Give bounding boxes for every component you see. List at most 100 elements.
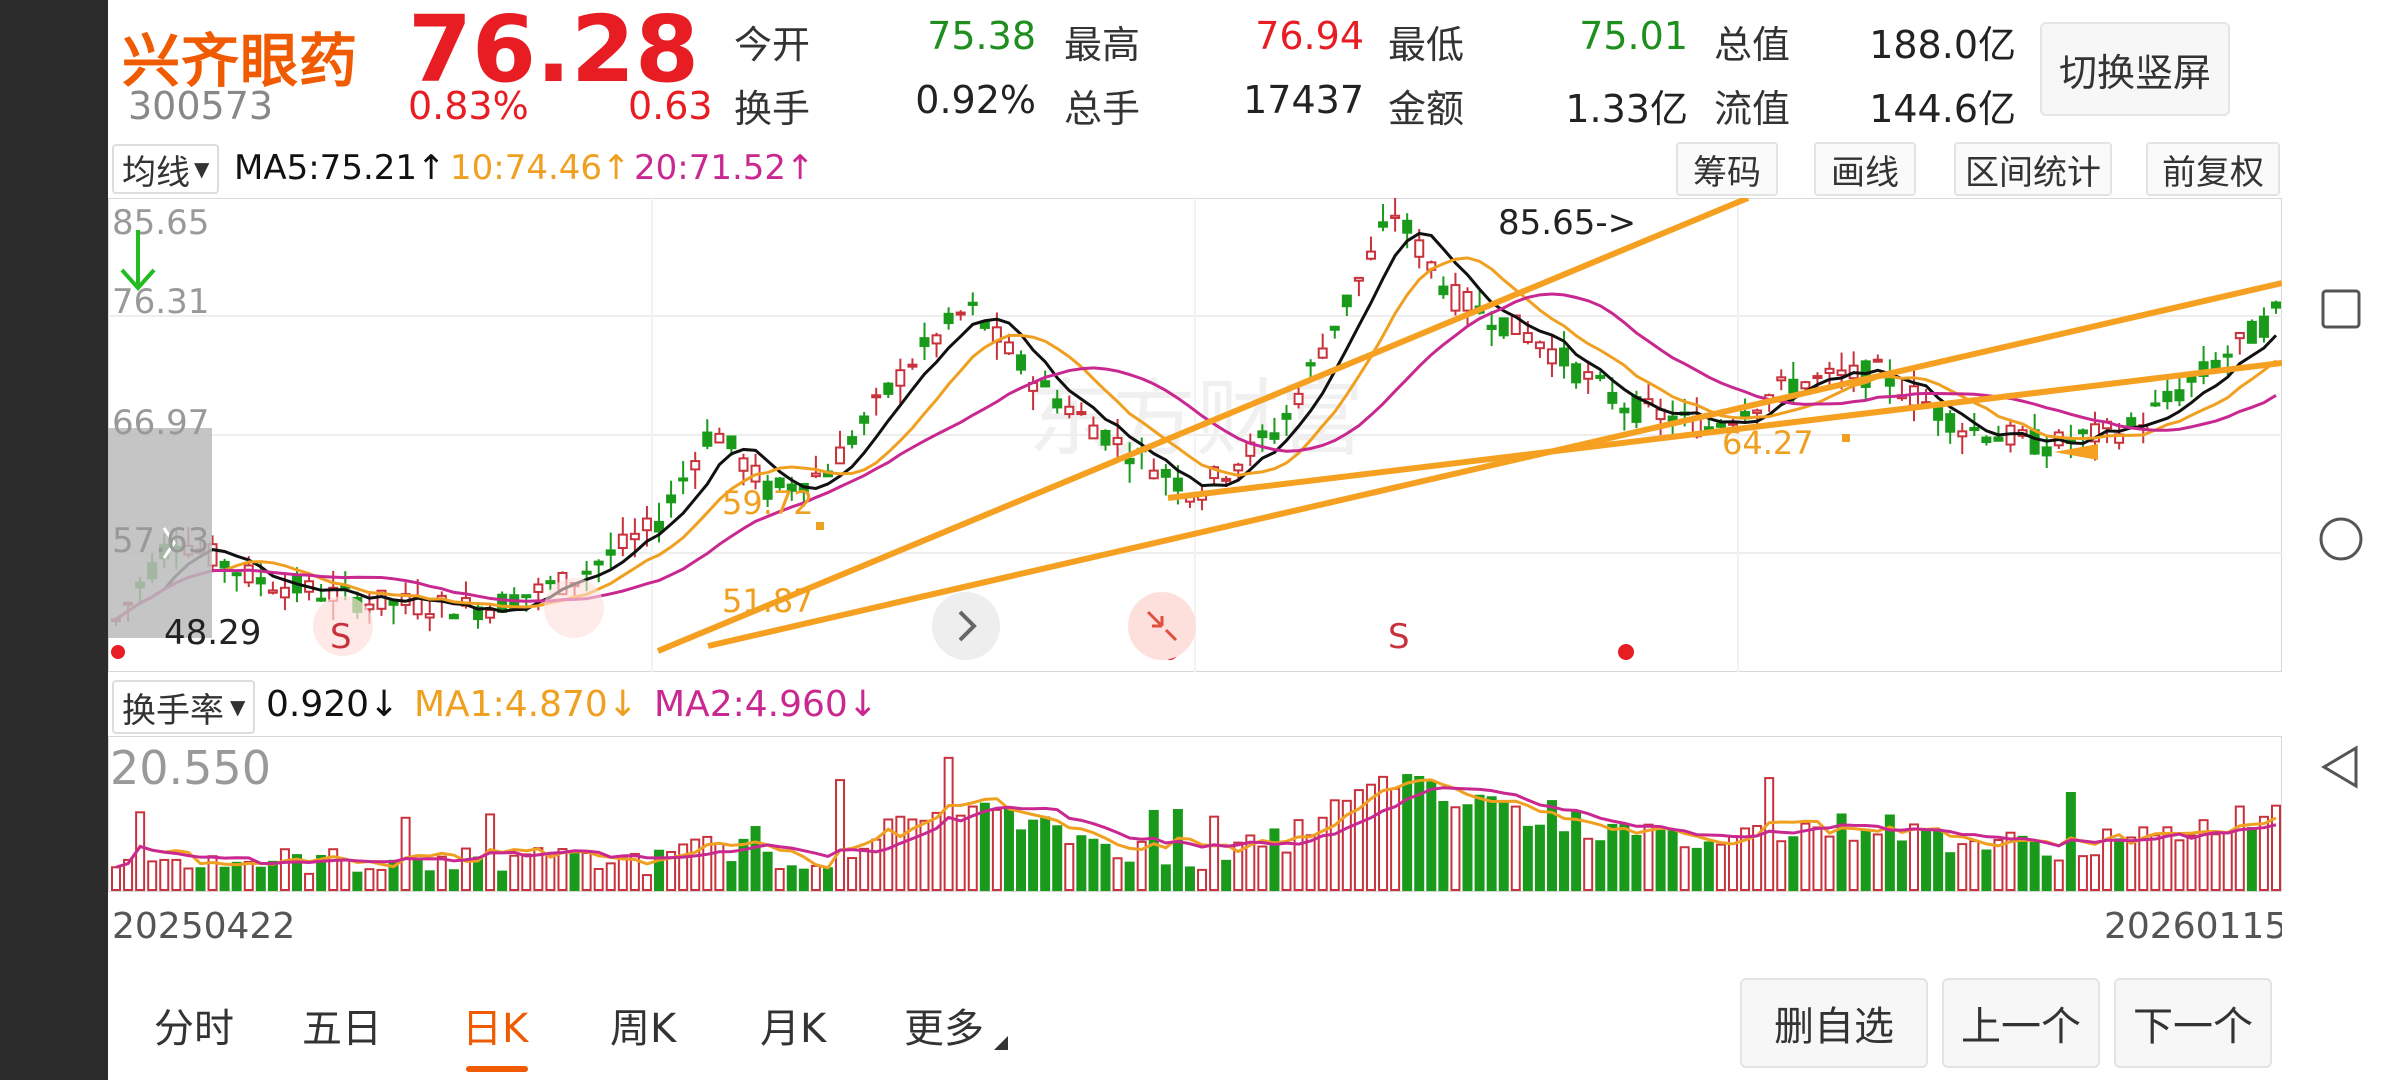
candle-body — [1040, 380, 1051, 388]
adjust-button[interactable]: 前复权 — [2146, 142, 2280, 196]
candle-body — [1341, 294, 1352, 308]
volume-bar — [1402, 774, 1413, 891]
y-label: 76.31 — [112, 282, 209, 322]
candle-body — [617, 533, 628, 549]
change-percent: 0.83% — [408, 84, 529, 128]
candle-body — [2258, 315, 2269, 338]
stat-volume-value: 17437 — [1243, 78, 1364, 122]
volume-bar — [1679, 846, 1690, 892]
volume-bar — [497, 870, 508, 891]
candle-body — [605, 549, 616, 556]
candle-body — [2162, 390, 2173, 403]
volume-bar — [1522, 825, 1533, 891]
candle-body — [473, 606, 484, 621]
volume-bar — [774, 868, 785, 891]
volume-bar — [2210, 833, 2221, 892]
volume-bar — [1715, 843, 1726, 891]
previous-button[interactable]: 上一个 — [1942, 978, 2100, 1068]
volume-bar — [1957, 843, 1968, 891]
volume-bar — [979, 802, 990, 891]
candle-body — [738, 457, 749, 472]
range-stats-button[interactable]: 区间统计 — [1954, 142, 2112, 196]
trend-line — [656, 198, 1750, 654]
candle-body — [2246, 320, 2257, 344]
volume-bar — [919, 819, 930, 891]
ma-select[interactable]: 均线 ▼ — [112, 144, 220, 194]
volume-bar — [123, 858, 134, 892]
buy-dot — [1618, 644, 1634, 660]
candle-body — [1003, 341, 1014, 355]
volume-bar — [147, 860, 158, 892]
tab-intraday[interactable]: 分时 — [154, 1006, 234, 1052]
candle-body — [2077, 429, 2088, 435]
indicator-select[interactable]: 换手率 ▼ — [112, 680, 256, 734]
volume-bar — [1740, 827, 1751, 891]
ma-line — [115, 292, 2277, 621]
home-button[interactable] — [2318, 516, 2364, 562]
volume-bar — [1172, 809, 1183, 891]
volume-bar — [545, 854, 556, 891]
volume-bar — [1052, 825, 1063, 891]
candle-body — [1993, 436, 2004, 442]
volume-bar — [1510, 805, 1521, 891]
volume-bar — [557, 848, 568, 891]
volume-bar — [762, 851, 773, 891]
volume-bar — [859, 847, 870, 891]
trend-line — [707, 280, 2282, 649]
volume-bar — [1667, 828, 1678, 891]
volume-bar — [1945, 852, 1956, 891]
turnover-chart[interactable]: 20.550 — [108, 736, 2282, 892]
buy-dot — [111, 645, 125, 659]
sell-signal[interactable]: S — [330, 617, 352, 657]
next-button[interactable]: 下一个 — [2114, 978, 2272, 1068]
remove-watchlist-button[interactable]: 删自选 — [1740, 978, 1928, 1068]
volume-bar — [2053, 859, 2064, 891]
volume-bar — [2246, 827, 2257, 892]
volume-bar — [1559, 831, 1570, 891]
candle-body — [786, 483, 797, 492]
candle-body — [1064, 405, 1075, 416]
chips-button[interactable]: 筹码 — [1676, 142, 1778, 196]
candle-body — [1148, 469, 1159, 480]
switch-portrait-button[interactable]: 切换竖屏 — [2040, 22, 2230, 116]
y-label: 85.65 — [112, 203, 209, 243]
watermark: 东方财富 — [1028, 370, 1364, 468]
tab-monthly-k[interactable]: 月K — [760, 1006, 827, 1052]
more-triangle-icon — [994, 1036, 1008, 1050]
candle-body — [2222, 353, 2233, 358]
candle-body — [1088, 424, 1099, 440]
volume-bar — [412, 858, 423, 891]
annotation-high: 85.65-> — [1498, 203, 1636, 243]
kline-chart[interactable]: 东方财富 85.65 76.31 66.97 57.63 85.65-> 48.… — [108, 198, 2282, 672]
selection-overlay[interactable] — [108, 428, 212, 638]
volume-bar — [400, 816, 411, 891]
candle-body — [702, 431, 713, 447]
tab-five-day[interactable]: 五日 — [302, 1006, 382, 1052]
tab-daily-k[interactable]: 日K — [462, 1006, 529, 1052]
chevron-down-icon: ▼ — [194, 157, 210, 181]
back-button[interactable] — [2318, 744, 2364, 790]
candle-body — [2271, 301, 2281, 309]
volume-bar — [2077, 855, 2088, 891]
draw-line-button[interactable]: 画线 — [1814, 142, 1916, 196]
volume-bar — [1643, 823, 1654, 891]
ma-lines-layer — [115, 231, 2278, 621]
tab-more[interactable]: 更多 — [904, 1006, 984, 1052]
annotation-59: 59.72 — [722, 484, 814, 522]
ma2-value: MA2:4.960↓ — [654, 684, 878, 725]
y-label: 66.97 — [112, 403, 209, 443]
volume-bar — [967, 805, 978, 891]
sell-signal[interactable]: S — [1388, 617, 1410, 657]
y-label: 57.63 — [112, 521, 209, 561]
tab-weekly-k[interactable]: 周K — [610, 1006, 677, 1052]
volume-bar — [267, 860, 278, 891]
volume-bar — [1933, 829, 1944, 891]
candle-body — [2126, 417, 2137, 427]
candle-body — [762, 480, 773, 500]
candle-body — [859, 415, 870, 424]
candle-body — [629, 532, 640, 541]
volume-bar — [2162, 826, 2173, 892]
recents-button[interactable] — [2318, 286, 2364, 332]
next-period-button[interactable] — [932, 592, 1000, 660]
stock-price: 76.28 — [408, 0, 700, 103]
